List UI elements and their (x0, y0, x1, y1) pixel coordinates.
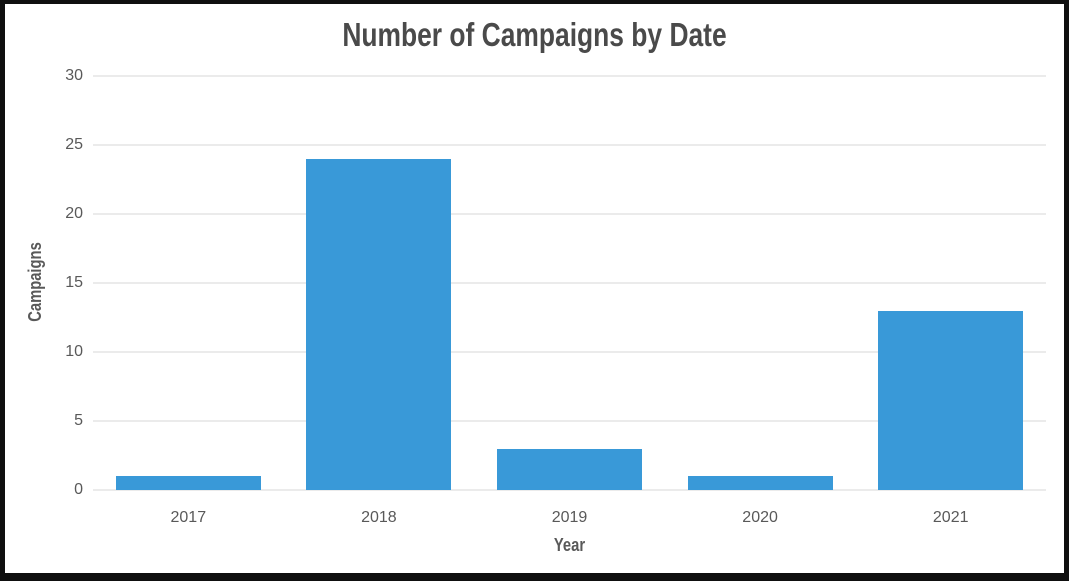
x-tick-label-2018: 2018 (361, 509, 397, 526)
gridline-y-15 (93, 282, 1046, 284)
y-tick-label: 20 (65, 205, 83, 222)
gridline-y-0 (93, 489, 1046, 491)
x-axis: 2017 2018 2019 2020 2021 (93, 509, 1046, 533)
x-tick-label-2017: 2017 (170, 509, 207, 526)
bar-2020 (687, 476, 833, 490)
chart-title: Number of Campaigns by Date (342, 16, 727, 53)
gridline-y-20 (93, 213, 1046, 215)
x-axis-title: Year (553, 535, 586, 555)
plot-area (93, 75, 1046, 491)
gridline-y-25 (93, 144, 1046, 146)
bar-2017 (115, 476, 261, 490)
gridline-y-5 (93, 420, 1046, 422)
y-tick-label: 30 (65, 67, 83, 84)
y-axis: 0 5 10 15 20 25 30 (5, 67, 83, 498)
x-tick-label-2020: 2020 (742, 509, 778, 526)
x-tick-label-2019: 2019 (551, 509, 588, 526)
gridline-y-30 (93, 75, 1046, 77)
y-tick-label: 25 (65, 136, 83, 153)
bar-2021 (878, 310, 1024, 490)
gridline-y-10 (93, 351, 1046, 353)
y-tick-label: 0 (74, 481, 83, 498)
bar-2019 (497, 448, 642, 490)
x-tick-label-2021: 2021 (932, 509, 969, 526)
y-tick-label: 15 (65, 274, 83, 291)
bar-2018 (306, 158, 452, 490)
y-tick-label: 10 (65, 343, 83, 360)
y-tick-label: 5 (74, 412, 83, 429)
